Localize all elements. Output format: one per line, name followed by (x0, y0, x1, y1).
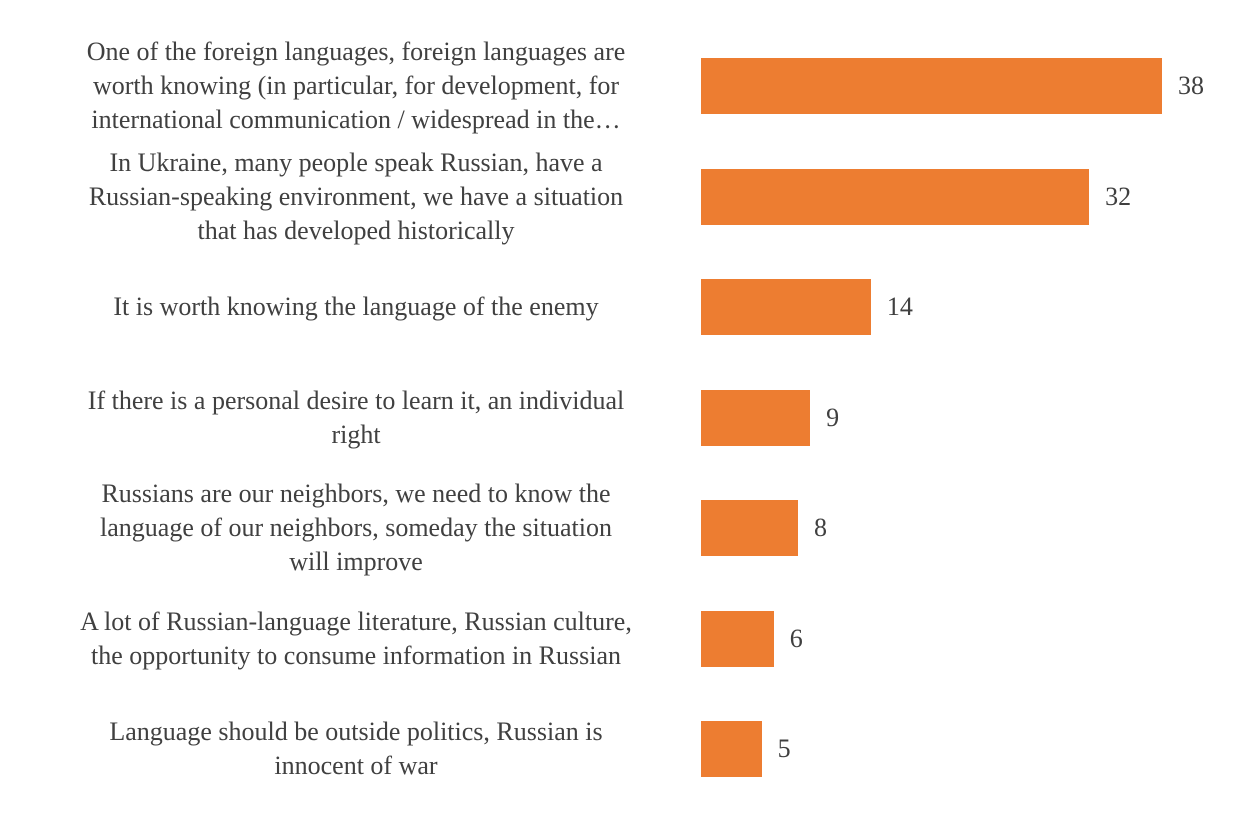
data-label: 5 (777, 734, 791, 763)
data-label: 8 (814, 513, 828, 542)
bar (701, 58, 1162, 114)
category-label: It is worth knowing the language of the … (113, 292, 599, 321)
data-label: 9 (826, 402, 840, 432)
category-label: Language should be outside politics, Rus… (109, 717, 603, 780)
bar (701, 389, 811, 446)
data-label: 32 (1105, 181, 1132, 211)
bar (701, 168, 1090, 225)
category-label: A lot of Russian-language literature, Ru… (80, 606, 632, 670)
category-label: Russians are our neighbors, we need to k… (100, 479, 612, 576)
bar (701, 279, 871, 335)
category-label: If there is a personal desire to learn i… (87, 385, 625, 449)
bar (701, 500, 799, 556)
category-label: One of the foreign languages, foreign la… (86, 37, 626, 134)
data-label: 6 (789, 623, 803, 653)
data-label: 38 (1177, 71, 1204, 100)
data-label: 14 (886, 292, 913, 321)
bar (701, 610, 774, 667)
bar (701, 721, 762, 777)
category-label: In Ukraine, many people speak Russian, h… (88, 147, 624, 245)
